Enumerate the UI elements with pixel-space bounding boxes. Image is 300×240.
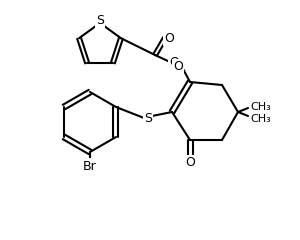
Text: CH₃: CH₃ <box>250 114 271 124</box>
Text: Br: Br <box>83 160 97 173</box>
Text: S: S <box>144 112 152 125</box>
Text: CH₃: CH₃ <box>250 102 271 112</box>
Text: O: O <box>164 31 174 44</box>
Text: S: S <box>96 14 104 28</box>
Text: O: O <box>173 60 183 73</box>
Text: O: O <box>169 55 179 68</box>
Text: O: O <box>185 156 195 169</box>
